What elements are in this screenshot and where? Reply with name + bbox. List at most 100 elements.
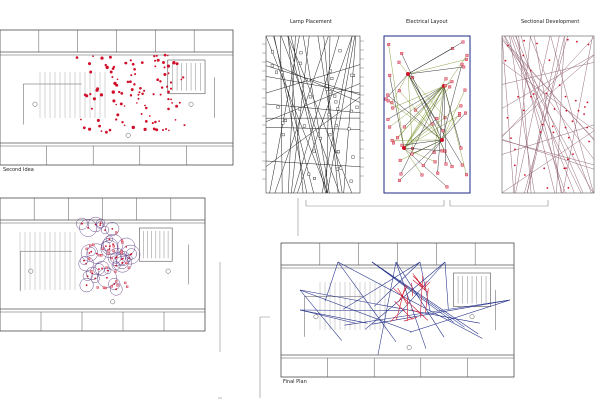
lamp-marker — [284, 118, 287, 122]
lamp-circle — [120, 244, 141, 265]
fixture — [458, 112, 462, 115]
lamp-dot — [156, 58, 160, 62]
lamp-marker — [280, 71, 284, 75]
section-node — [572, 153, 574, 156]
fixture — [414, 108, 418, 112]
wire — [403, 147, 423, 175]
section-node — [522, 54, 525, 57]
lamp-marker — [350, 109, 353, 113]
lamp-marker — [329, 69, 332, 73]
lamp-circle — [109, 282, 123, 296]
lamp-dot — [169, 87, 173, 90]
lamp-marker — [330, 77, 334, 81]
fixture — [398, 178, 401, 182]
lamp-dot — [168, 129, 170, 132]
lamp-dot — [152, 127, 156, 131]
lamp-marker — [325, 87, 329, 91]
fixture — [386, 99, 390, 103]
lamp-dot — [126, 80, 130, 84]
hub — [440, 138, 444, 142]
lamp-line — [265, 76, 361, 94]
column — [32, 101, 38, 107]
lamp-dot — [169, 81, 173, 84]
lamp-square — [120, 251, 123, 255]
lamp-center — [90, 250, 93, 253]
final-line — [374, 261, 421, 307]
lamp-circle-cluster — [76, 216, 141, 296]
wire — [407, 73, 463, 166]
lamp-marker — [334, 124, 338, 128]
section-node — [517, 95, 519, 98]
section-line — [501, 54, 595, 109]
lamp-square — [110, 285, 113, 288]
section-node — [522, 109, 525, 112]
final-line — [299, 309, 355, 324]
lamp-dot — [160, 86, 164, 89]
fixture — [440, 149, 444, 153]
section-node — [583, 113, 585, 115]
section-node — [577, 109, 580, 112]
lamp-line — [273, 35, 308, 194]
lamp-circle — [109, 252, 122, 264]
lamp-square — [125, 285, 129, 288]
lamp-line — [297, 35, 353, 194]
lamp-line — [287, 35, 304, 194]
lamp-dot — [89, 70, 93, 74]
lamp-square — [107, 249, 110, 252]
lamp-center — [121, 261, 124, 264]
wire — [441, 89, 466, 141]
final-line — [371, 261, 465, 328]
section-node — [584, 106, 586, 108]
wire — [403, 147, 436, 162]
fixture — [465, 173, 468, 177]
panel-second-idea — [0, 29, 234, 166]
final-line — [299, 289, 480, 324]
lamp-marker — [339, 166, 343, 170]
section-node — [530, 95, 532, 98]
lamp-square — [112, 245, 115, 248]
final-line — [299, 309, 406, 312]
fixture — [443, 149, 447, 153]
section-node — [546, 187, 549, 189]
wire — [387, 94, 443, 141]
lamp-square — [92, 243, 95, 246]
lamp-line — [303, 35, 330, 194]
wire — [398, 62, 409, 75]
fixture — [464, 57, 468, 61]
lamp-circle — [86, 243, 107, 264]
caption-final-plan: Final Plan — [283, 379, 307, 385]
lamp-dot — [167, 90, 170, 94]
section-node — [564, 126, 567, 129]
lamp-line — [265, 127, 361, 130]
diagram-frame-lamp — [265, 35, 361, 194]
lamp-dot — [159, 80, 162, 83]
lamp-square — [124, 281, 127, 285]
wire — [441, 113, 460, 141]
lamp-center — [106, 276, 108, 279]
final-cluster-line — [398, 285, 408, 302]
section-line — [501, 124, 595, 155]
final-line — [344, 299, 511, 326]
lamp-line — [291, 35, 310, 194]
panel-circle-plan — [0, 197, 206, 332]
section-line — [529, 35, 592, 194]
section-node — [563, 167, 566, 170]
fixture — [433, 160, 437, 164]
lamp-marker — [334, 100, 338, 104]
fixture — [435, 117, 439, 121]
lamp-dot — [163, 66, 166, 69]
lamp-line — [265, 160, 361, 167]
lamp-line — [290, 35, 328, 194]
section-node — [504, 59, 507, 62]
lamp-center — [129, 253, 132, 256]
section-line — [518, 35, 532, 194]
lamp-dot — [89, 92, 92, 96]
wire — [392, 85, 445, 109]
lamp-center — [98, 268, 100, 270]
final-line — [371, 261, 479, 335]
section-node — [524, 174, 526, 176]
final-line — [444, 261, 449, 310]
fixture — [420, 173, 424, 177]
section-node — [566, 158, 569, 161]
lamp-dot — [137, 93, 140, 96]
